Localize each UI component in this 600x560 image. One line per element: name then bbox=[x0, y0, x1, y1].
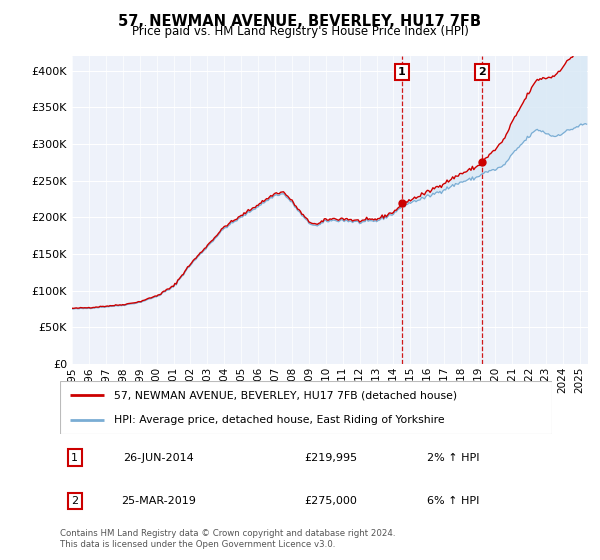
Text: £219,995: £219,995 bbox=[304, 453, 357, 463]
Text: 26-JUN-2014: 26-JUN-2014 bbox=[123, 453, 194, 463]
Text: 1: 1 bbox=[71, 453, 78, 463]
Text: 25-MAR-2019: 25-MAR-2019 bbox=[121, 496, 196, 506]
Text: 57, NEWMAN AVENUE, BEVERLEY, HU17 7FB: 57, NEWMAN AVENUE, BEVERLEY, HU17 7FB bbox=[119, 14, 482, 29]
Text: Price paid vs. HM Land Registry's House Price Index (HPI): Price paid vs. HM Land Registry's House … bbox=[131, 25, 469, 38]
Text: Contains HM Land Registry data © Crown copyright and database right 2024.
This d: Contains HM Land Registry data © Crown c… bbox=[60, 529, 395, 549]
Text: 2% ↑ HPI: 2% ↑ HPI bbox=[427, 453, 480, 463]
Text: 1: 1 bbox=[398, 67, 406, 77]
Text: 2: 2 bbox=[478, 67, 486, 77]
Text: 57, NEWMAN AVENUE, BEVERLEY, HU17 7FB (detached house): 57, NEWMAN AVENUE, BEVERLEY, HU17 7FB (d… bbox=[114, 390, 457, 400]
Text: HPI: Average price, detached house, East Riding of Yorkshire: HPI: Average price, detached house, East… bbox=[114, 414, 445, 424]
Text: £275,000: £275,000 bbox=[304, 496, 357, 506]
Text: 6% ↑ HPI: 6% ↑ HPI bbox=[427, 496, 480, 506]
Text: 2: 2 bbox=[71, 496, 79, 506]
